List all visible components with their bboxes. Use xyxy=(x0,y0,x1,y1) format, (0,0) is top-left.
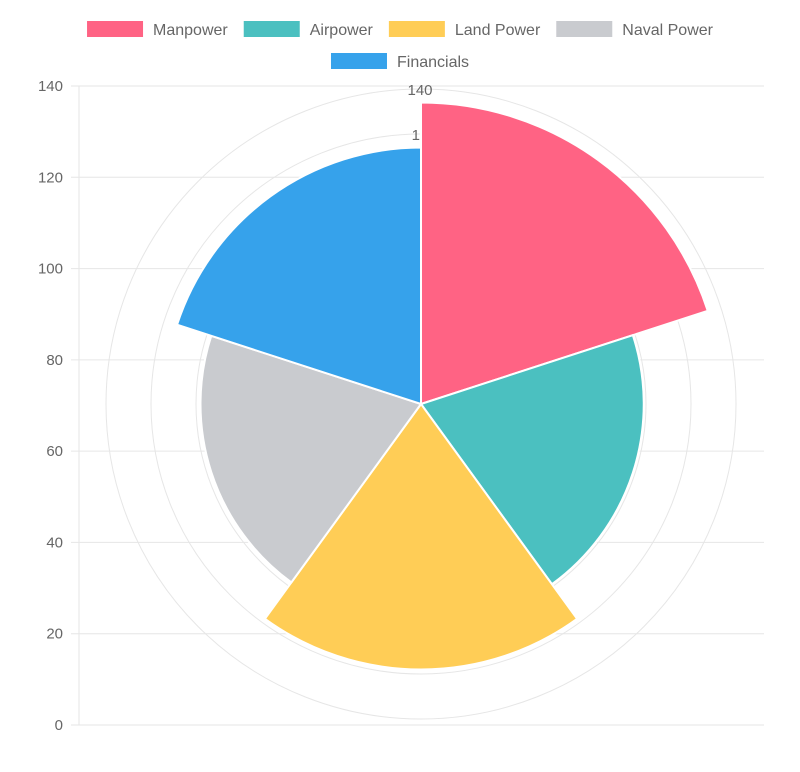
legend-swatch[interactable] xyxy=(243,21,300,37)
slice-land-power[interactable] xyxy=(263,402,579,671)
y-tick-label: 40 xyxy=(46,534,63,551)
y-tick-label: 120 xyxy=(38,169,63,186)
slice-financials[interactable] xyxy=(175,146,422,406)
legend-label[interactable]: Land Power xyxy=(455,22,541,39)
y-axis-ticks: 0 20 40 60 80 100 120 140 xyxy=(38,78,63,734)
y-tick-label: 80 xyxy=(46,352,63,369)
slice-manpower[interactable] xyxy=(420,101,710,406)
legend-label[interactable]: Airpower xyxy=(310,22,374,39)
y-tick-label: 100 xyxy=(38,261,63,278)
slice-airpower[interactable] xyxy=(419,333,645,586)
y-tick-label: 140 xyxy=(38,78,63,95)
legend-swatch[interactable] xyxy=(388,21,445,37)
radial-grid-circle xyxy=(105,88,737,720)
legend-swatch[interactable] xyxy=(330,53,387,69)
slices-layer xyxy=(175,101,710,671)
slice-naval-power[interactable] xyxy=(199,334,423,584)
legend: Manpower Airpower Land Power Naval Power Fin… xyxy=(87,21,714,71)
y-tick-label: 20 xyxy=(46,626,63,643)
y-tick-label: 60 xyxy=(46,443,63,460)
legend-swatch[interactable] xyxy=(556,21,613,37)
radial-tick-label: 140 xyxy=(407,82,432,99)
legend-swatch[interactable] xyxy=(87,21,144,37)
legend-label[interactable]: Financials xyxy=(397,54,469,71)
legend-label[interactable]: Manpower xyxy=(153,22,228,39)
y-tick-label: 0 xyxy=(55,717,63,734)
legend-label[interactable]: Naval Power xyxy=(622,22,713,39)
